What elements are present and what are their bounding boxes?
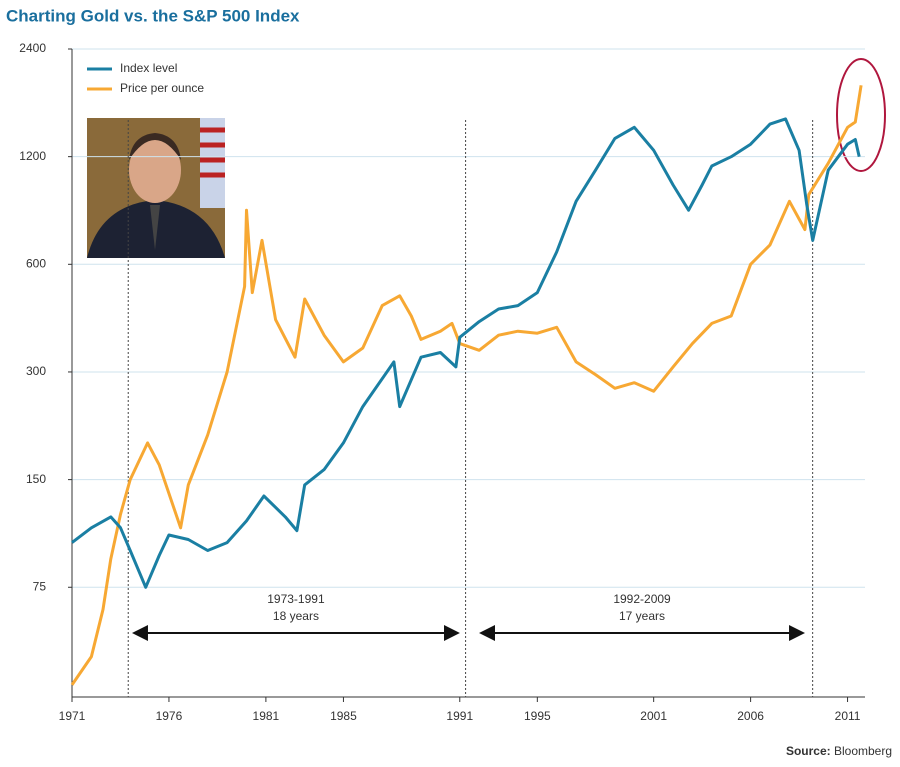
x-tick-label: 2001: [640, 709, 667, 723]
source: Source: Bloomberg: [786, 744, 892, 758]
x-tick-label: 1976: [156, 709, 183, 723]
x-tick-label: 2011: [835, 709, 861, 723]
y-tick-label: 2400: [19, 41, 46, 55]
period-label: 1992-2009: [613, 592, 671, 606]
legend-label: Price per ounce: [120, 81, 204, 95]
x-tick-label: 2006: [737, 709, 764, 723]
y-tick-label: 1200: [19, 149, 46, 163]
y-tick-label: 600: [26, 256, 46, 270]
period-label: 1973-1991: [267, 592, 325, 606]
source-label: Source:: [786, 744, 831, 758]
series-line: [70, 85, 863, 686]
x-tick-label: 1995: [524, 709, 551, 723]
y-tick-label: 75: [33, 579, 47, 593]
legend-label: Index level: [120, 61, 177, 75]
series-line: [71, 117, 861, 589]
source-name: Bloomberg: [834, 744, 892, 758]
highlight-ellipse: [836, 58, 886, 172]
x-tick-label: 1971: [59, 709, 86, 723]
chart-title: Charting Gold vs. the S&P 500 Index: [6, 6, 300, 25]
y-tick-label: 300: [26, 364, 46, 378]
x-tick-label: 1991: [446, 709, 473, 723]
photo: [87, 118, 225, 258]
x-tick-label: 1981: [253, 709, 280, 723]
period-duration: 17 years: [619, 609, 665, 623]
x-tick-label: 1985: [330, 709, 357, 723]
y-tick-label: 150: [26, 472, 46, 486]
period-duration: 18 years: [273, 609, 319, 623]
